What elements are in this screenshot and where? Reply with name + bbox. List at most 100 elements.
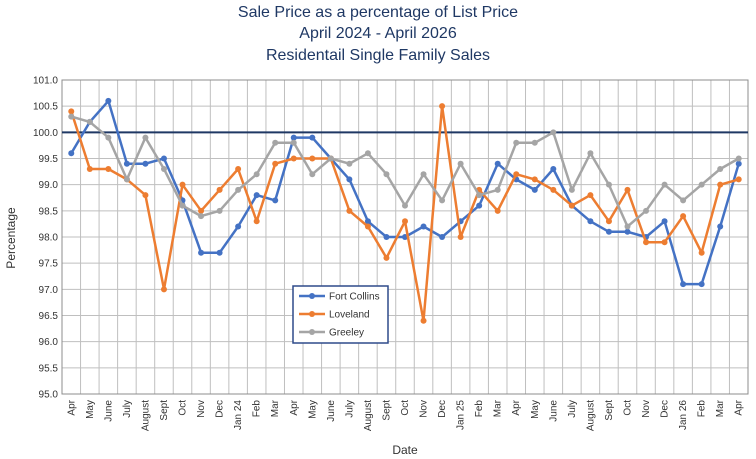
data-point [253, 218, 260, 225]
x-tick-label: May [530, 400, 541, 419]
data-point [86, 118, 93, 125]
data-point [272, 139, 279, 146]
data-point [420, 171, 427, 178]
data-point [439, 103, 446, 110]
data-point [587, 218, 594, 225]
data-point [457, 160, 464, 167]
data-point [531, 139, 538, 146]
data-point [587, 150, 594, 157]
x-tick-label: June [326, 400, 337, 422]
data-point [364, 150, 371, 157]
data-point [253, 171, 260, 178]
data-point [698, 181, 705, 188]
x-tick-label: Sept [381, 400, 392, 421]
series-loveland [68, 103, 742, 324]
data-point [531, 186, 538, 193]
data-point [327, 155, 334, 162]
chart-title: Sale Price as a percentage of List Price [237, 4, 519, 21]
x-tick-label: August [363, 400, 374, 431]
x-tick-label: Feb [474, 400, 485, 418]
x-tick-label: Apr [66, 399, 77, 415]
data-point [439, 197, 446, 204]
data-point [309, 155, 316, 162]
data-point [290, 139, 297, 146]
data-point [383, 171, 390, 178]
data-point [735, 160, 742, 167]
data-point [680, 197, 687, 204]
legend-label: Greeley [329, 328, 364, 339]
series-lines [68, 97, 742, 324]
data-point [216, 207, 223, 214]
data-point [86, 165, 93, 172]
series-line [70, 99, 740, 286]
data-point [160, 155, 167, 162]
data-point [568, 202, 575, 209]
data-point [198, 207, 205, 214]
x-tick-label: Nov [419, 400, 430, 418]
x-tick-label: July [122, 400, 133, 418]
y-tick-label: 96.0 [39, 337, 59, 348]
data-point [550, 186, 557, 193]
x-tick-label: Feb [252, 400, 263, 418]
chart-subtitle-2: Residentail Single Family Sales [265, 47, 491, 64]
data-point [272, 160, 279, 167]
series-greeley [68, 113, 742, 230]
x-tick-label: Dec [660, 400, 671, 418]
x-tick-label: Dec [215, 400, 226, 418]
data-point [643, 239, 650, 246]
data-point [550, 129, 557, 136]
x-tick-label: August [140, 400, 151, 431]
legend-marker [309, 329, 315, 335]
data-point [346, 160, 353, 167]
data-point [735, 155, 742, 162]
data-point [198, 249, 205, 256]
y-axis-title: Percentage [4, 207, 18, 269]
y-tick-label: 96.5 [39, 311, 59, 322]
data-point [643, 207, 650, 214]
y-tick-label: 100.0 [33, 128, 58, 139]
y-tick-label: 97.0 [39, 285, 59, 296]
x-tick-label: Mar [270, 399, 281, 417]
x-tick-label: Mar [493, 399, 504, 417]
data-point [476, 202, 483, 209]
x-axis-title: Date [392, 443, 418, 457]
data-point [698, 249, 705, 256]
y-axis-ticks: 95.0 95.5 96.0 96.5 97.0 97.5 98.0 98.5 99.0 99.5… [33, 76, 58, 401]
y-tick-label: 98.5 [39, 206, 59, 217]
x-tick-label: Apr [734, 399, 745, 415]
data-point [364, 223, 371, 230]
x-tick-label: Dec [437, 400, 448, 418]
x-tick-label: Jan 25 [456, 400, 467, 430]
x-tick-label: July [567, 400, 578, 418]
data-point [364, 218, 371, 225]
y-tick-label: 99.0 [39, 180, 59, 191]
x-tick-label: Oct [400, 400, 411, 416]
data-point [494, 186, 501, 193]
data-point [624, 186, 631, 193]
data-point [160, 286, 167, 293]
data-point [717, 181, 724, 188]
data-point [717, 223, 724, 230]
x-tick-label: May [85, 400, 96, 419]
x-tick-label: July [344, 400, 355, 418]
x-tick-label: Sept [604, 400, 615, 421]
data-point [235, 165, 242, 172]
legend-label: Loveland [329, 310, 370, 321]
data-point [179, 202, 186, 209]
data-point [476, 192, 483, 199]
data-point [587, 192, 594, 199]
data-point [68, 150, 75, 157]
data-point [513, 171, 520, 178]
data-point [290, 155, 297, 162]
data-point [123, 176, 130, 183]
data-point [605, 218, 612, 225]
x-axis-ticks: Apr May June July August Sept Oct Nov Dec Jan 24 F… [66, 399, 744, 431]
data-point [290, 134, 297, 141]
data-point [346, 207, 353, 214]
data-point [105, 134, 112, 141]
data-point [402, 202, 408, 209]
x-tick-label: Apr [289, 399, 300, 415]
data-point [457, 234, 464, 240]
data-point [661, 181, 668, 188]
